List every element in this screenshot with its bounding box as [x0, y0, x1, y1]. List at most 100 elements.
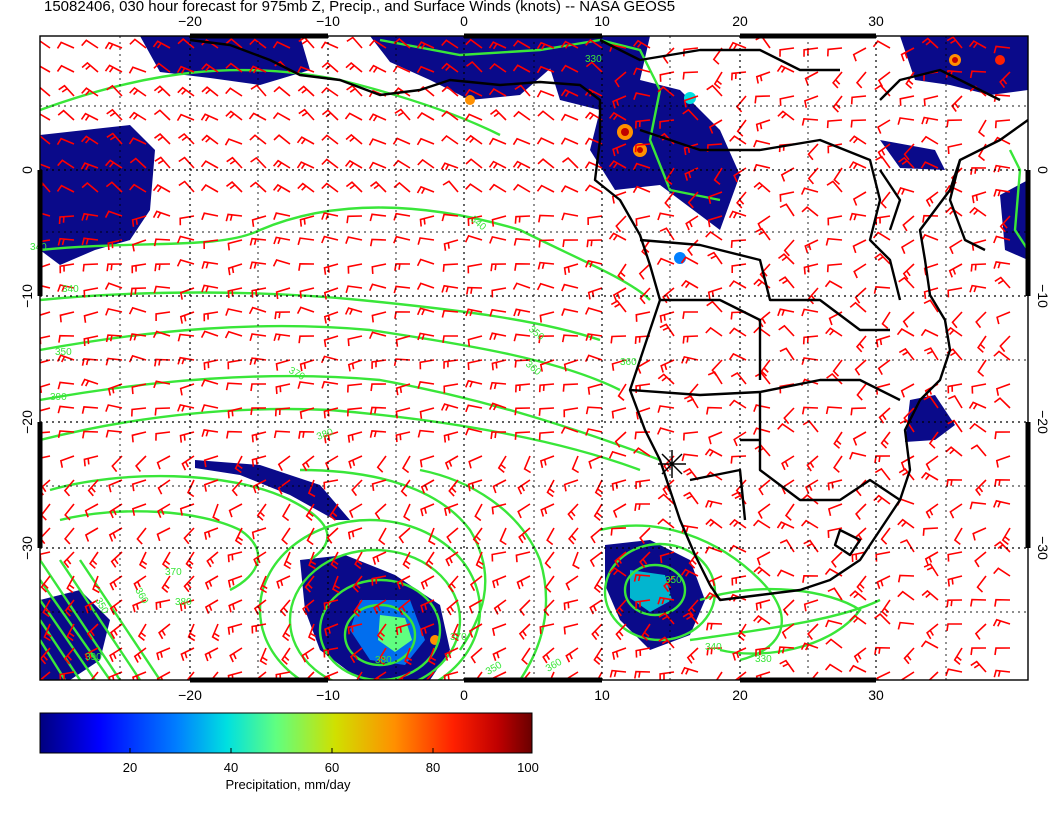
wind-barb	[513, 308, 531, 317]
wind-barb	[784, 503, 795, 521]
wind-barb	[395, 335, 411, 347]
wind-barb	[352, 575, 363, 593]
wind-barb	[615, 215, 627, 233]
colorbar-tick: 40	[224, 760, 238, 775]
wind-barb	[633, 573, 651, 582]
wind-barb	[466, 60, 483, 73]
wind-barb	[466, 286, 483, 295]
wind-barb	[562, 239, 579, 248]
wind-barb	[994, 431, 1011, 440]
wind-barb	[490, 109, 507, 121]
wind-barb	[226, 156, 243, 169]
wind-barb	[63, 551, 75, 569]
wind-barb	[250, 156, 267, 169]
wind-barb	[104, 41, 123, 50]
wind-barb	[855, 503, 867, 520]
wind-barb	[807, 167, 819, 185]
wind-barb	[780, 167, 795, 182]
wind-barb	[514, 359, 531, 368]
lon-tick-top: 0	[460, 13, 468, 29]
wind-barb	[81, 87, 99, 97]
wind-barb	[225, 62, 243, 73]
wind-barb	[1001, 527, 1011, 546]
wind-barb	[728, 544, 747, 553]
wind-barb	[347, 527, 363, 540]
wind-barb	[949, 239, 963, 255]
frame-bars	[37, 33, 1031, 683]
wind-barb	[683, 143, 699, 156]
wind-barb	[948, 263, 963, 278]
wind-barb	[923, 299, 939, 313]
wind-barb	[128, 66, 147, 74]
wind-barb	[611, 359, 627, 371]
wind-barb	[475, 671, 483, 680]
map-title: 15082406, 030 hour forecast for 975mb Z,…	[44, 0, 676, 15]
lon-tick-top: −10	[316, 13, 340, 29]
wind-barb	[715, 671, 723, 680]
wind-barb	[753, 181, 771, 193]
wind-barb	[585, 333, 603, 341]
wind-barb	[999, 215, 1011, 233]
wind-barb	[420, 575, 435, 590]
wind-barb	[920, 471, 939, 481]
wind-barb	[177, 86, 195, 97]
wind-barb	[106, 263, 123, 272]
wind-barb	[59, 671, 75, 680]
wind-barb	[824, 280, 843, 289]
wind-barb	[156, 647, 171, 661]
wind-barb	[181, 455, 195, 471]
wind-barb	[922, 214, 939, 223]
wind-barb	[632, 67, 651, 76]
wind-barb	[994, 478, 1011, 487]
wind-barb	[200, 113, 219, 122]
wind-barb	[107, 239, 123, 251]
wind-barb	[512, 137, 531, 146]
wind-barb	[83, 287, 99, 298]
wind-barb	[347, 335, 363, 347]
wind-barb	[393, 181, 411, 193]
wind-barb	[234, 455, 243, 474]
wind-barb	[704, 448, 723, 457]
wind-barb	[81, 406, 99, 414]
wind-barb	[40, 407, 51, 412]
wind-barb	[489, 381, 507, 390]
wind-barb	[539, 311, 555, 323]
wind-barb	[155, 599, 171, 610]
wind-barb	[465, 158, 483, 169]
wind-barb	[614, 431, 627, 448]
lon-tick-top: 30	[868, 13, 884, 29]
colorbar: 20 40 60 80 100 Precipitation, mm/day	[39, 712, 539, 792]
wind-barb	[728, 327, 747, 337]
contour-label: 330	[755, 654, 772, 665]
wind-barb	[876, 575, 891, 590]
wind-barb	[108, 671, 123, 680]
wind-barb	[281, 647, 291, 665]
wind-barb	[968, 401, 987, 410]
wind-barb	[514, 407, 531, 416]
wind-barb	[753, 326, 771, 337]
lat-tick-left: −30	[19, 536, 35, 560]
wind-barb	[417, 429, 435, 438]
wind-barb	[299, 407, 315, 420]
wind-barb	[517, 479, 531, 495]
wind-barb	[733, 431, 747, 447]
wind-barb	[609, 669, 627, 678]
wind-barb	[251, 527, 267, 540]
wind-barb	[849, 614, 867, 625]
wind-barb	[82, 430, 99, 439]
wind-barb	[323, 599, 339, 611]
wind-barb	[346, 36, 363, 49]
wind-barb	[187, 623, 196, 642]
wind-barb	[920, 328, 939, 337]
wind-barb	[40, 575, 51, 593]
wind-barb	[467, 215, 483, 226]
wind-barb	[902, 263, 915, 280]
wind-barb	[57, 405, 75, 414]
wind-barb	[682, 612, 699, 625]
wind-barb	[282, 623, 291, 642]
wind-barb	[467, 335, 483, 347]
wind-barb	[84, 599, 99, 614]
wind-barb	[538, 431, 555, 441]
wind-barb	[563, 359, 579, 372]
wind-barb	[470, 647, 483, 664]
